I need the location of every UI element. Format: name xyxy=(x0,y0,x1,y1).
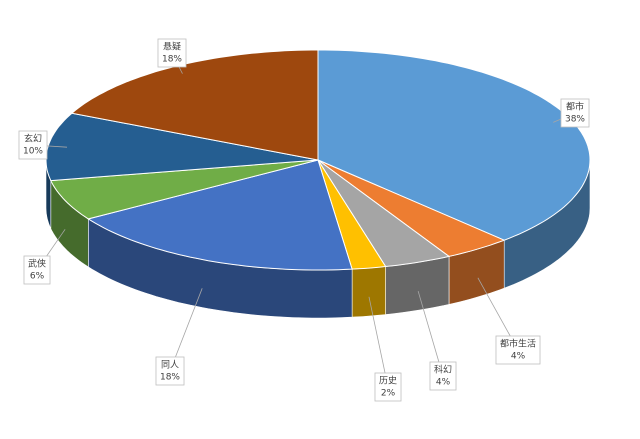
slice xyxy=(317,159,506,257)
slice xyxy=(50,159,319,220)
data-label: 悬疑 18% xyxy=(157,38,187,68)
label-box xyxy=(374,372,402,402)
slice-side xyxy=(351,266,386,318)
label-name: 都市生活 xyxy=(500,338,536,350)
label-name: 历史 xyxy=(379,375,397,387)
label-name: 悬疑 xyxy=(163,42,181,53)
label-box xyxy=(495,335,541,365)
label-box xyxy=(155,356,185,386)
data-label: 科幻 4% xyxy=(429,361,457,391)
label-name: 武侠 xyxy=(28,258,46,270)
label-box xyxy=(429,361,457,391)
data-labels: 都市 38% 都市生活 4% 科幻 4% 历史 2% 同人 18% 武侠 6% 玄幻 10% 悬疑 18% xyxy=(18,38,590,402)
label-box xyxy=(18,130,48,160)
slice xyxy=(317,159,387,270)
data-label: 都市 38% xyxy=(560,98,590,128)
label-value: 38% xyxy=(565,115,585,125)
label-value: 10% xyxy=(23,147,43,157)
label-name: 同人 xyxy=(161,360,179,371)
data-label: 同人 18% xyxy=(155,356,185,386)
label-value: 18% xyxy=(162,55,182,65)
label-value: 2% xyxy=(381,389,396,399)
data-label: 武侠 6% xyxy=(23,255,51,285)
label-value: 6% xyxy=(30,272,45,282)
label-value: 4% xyxy=(511,352,526,362)
leader-line xyxy=(368,296,389,388)
slice xyxy=(87,159,353,271)
label-box xyxy=(157,38,187,68)
label-value: 18% xyxy=(160,373,180,383)
label-name: 科幻 xyxy=(434,364,452,376)
label-name: 都市 xyxy=(566,101,584,113)
data-label: 玄幻 10% xyxy=(18,130,48,160)
label-box xyxy=(23,255,51,285)
data-label: 都市生活 4% xyxy=(495,335,541,365)
label-box xyxy=(560,98,590,128)
label-value: 4% xyxy=(436,378,451,388)
label-name: 玄幻 xyxy=(24,133,42,145)
data-label: 历史 2% xyxy=(374,372,402,402)
slice xyxy=(317,159,451,268)
